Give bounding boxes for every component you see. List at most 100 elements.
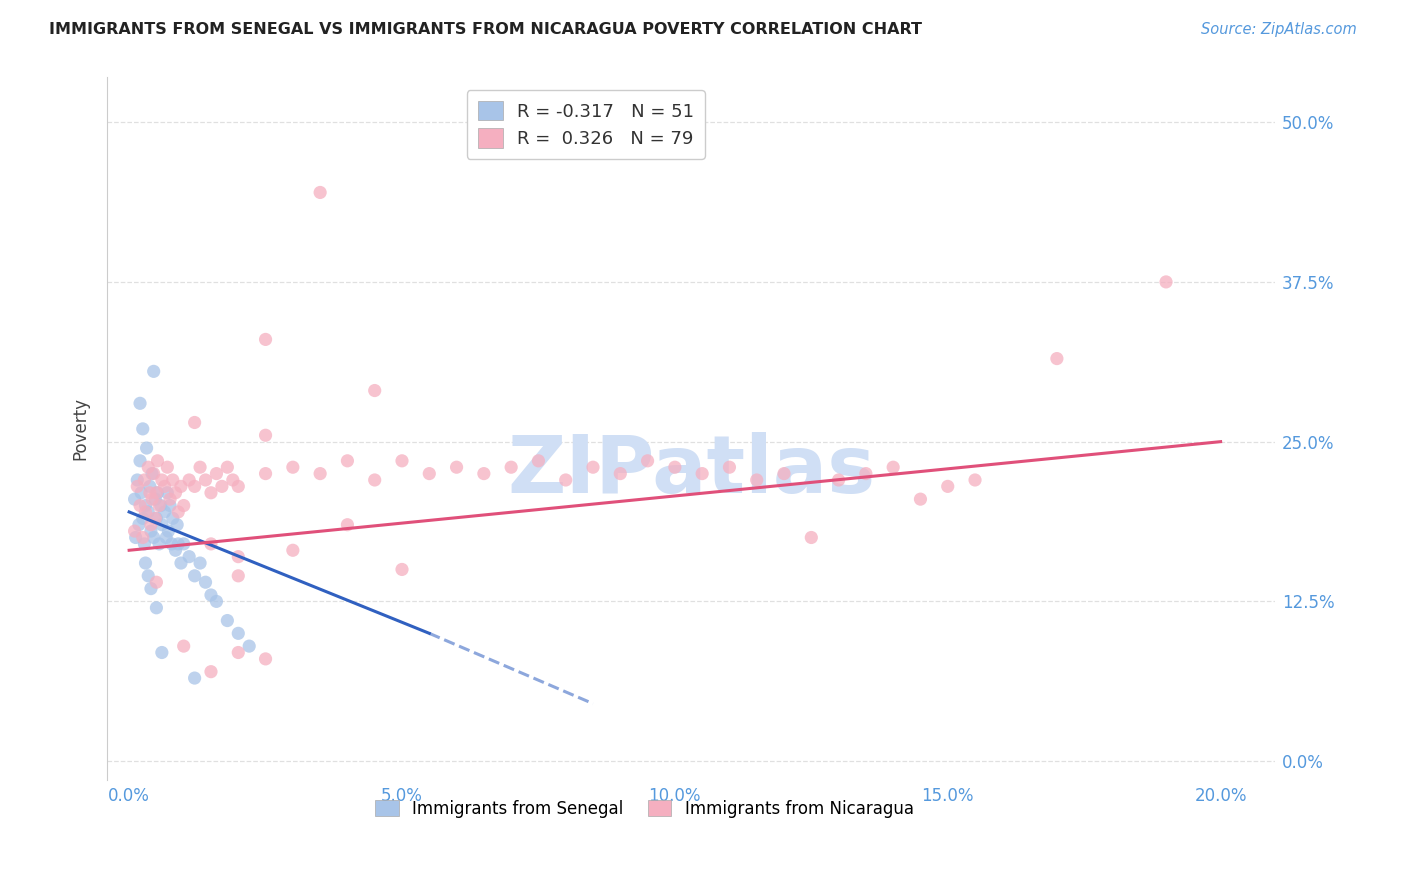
Point — [153, 479, 176, 493]
Point — [136, 460, 159, 475]
Point — [149, 499, 172, 513]
Point — [718, 460, 741, 475]
Point — [160, 537, 183, 551]
Point — [200, 665, 222, 679]
Point — [173, 639, 195, 653]
Point — [134, 537, 156, 551]
Point — [132, 422, 155, 436]
Text: ZIPatlas: ZIPatlas — [508, 432, 876, 510]
Point — [142, 364, 165, 378]
Point — [173, 537, 195, 551]
Point — [143, 511, 166, 525]
Point — [136, 569, 159, 583]
Point — [167, 537, 190, 551]
Point — [159, 499, 181, 513]
Point — [910, 492, 932, 507]
Point — [254, 428, 277, 442]
Point — [336, 517, 359, 532]
Point — [364, 384, 387, 398]
Point — [170, 556, 193, 570]
Point — [155, 531, 177, 545]
Point — [200, 588, 222, 602]
Point — [159, 492, 181, 507]
Y-axis label: Poverty: Poverty — [72, 397, 89, 460]
Point — [238, 639, 260, 653]
Point — [226, 569, 249, 583]
Point — [132, 531, 155, 545]
Point — [418, 467, 440, 481]
Text: IMMIGRANTS FROM SENEGAL VS IMMIGRANTS FROM NICARAGUA POVERTY CORRELATION CHART: IMMIGRANTS FROM SENEGAL VS IMMIGRANTS FR… — [49, 22, 922, 37]
Point — [134, 473, 156, 487]
Point — [139, 524, 162, 538]
Point — [150, 473, 173, 487]
Point — [637, 454, 659, 468]
Point — [188, 556, 211, 570]
Point — [183, 416, 205, 430]
Point — [690, 467, 713, 481]
Point — [226, 646, 249, 660]
Point — [183, 569, 205, 583]
Point — [162, 511, 184, 525]
Point — [391, 562, 413, 576]
Point — [200, 537, 222, 551]
Point — [127, 479, 149, 493]
Point — [188, 460, 211, 475]
Point — [162, 473, 184, 487]
Point — [936, 479, 959, 493]
Point — [139, 517, 162, 532]
Point — [773, 467, 796, 481]
Point — [124, 524, 146, 538]
Point — [254, 333, 277, 347]
Point — [200, 485, 222, 500]
Point — [139, 485, 162, 500]
Point — [145, 575, 167, 590]
Text: Source: ZipAtlas.com: Source: ZipAtlas.com — [1201, 22, 1357, 37]
Point — [527, 454, 550, 468]
Point — [281, 460, 304, 475]
Point — [132, 511, 155, 525]
Point — [309, 186, 332, 200]
Point — [165, 485, 187, 500]
Point — [827, 473, 849, 487]
Point — [128, 517, 150, 532]
Point — [800, 531, 823, 545]
Point — [127, 473, 149, 487]
Point — [167, 505, 190, 519]
Point — [336, 454, 359, 468]
Point — [148, 499, 170, 513]
Point — [143, 492, 166, 507]
Point — [146, 454, 169, 468]
Point — [183, 671, 205, 685]
Point — [882, 460, 904, 475]
Point — [205, 594, 228, 608]
Point — [134, 505, 156, 519]
Point — [134, 499, 156, 513]
Point — [129, 396, 152, 410]
Point — [226, 549, 249, 564]
Point — [254, 652, 277, 666]
Point — [179, 549, 201, 564]
Point — [124, 492, 146, 507]
Point — [142, 531, 165, 545]
Point — [153, 505, 176, 519]
Point — [364, 473, 387, 487]
Point — [145, 511, 167, 525]
Point — [963, 473, 986, 487]
Point — [170, 479, 193, 493]
Point — [664, 460, 686, 475]
Point — [124, 531, 146, 545]
Point — [745, 473, 768, 487]
Point — [582, 460, 605, 475]
Point — [148, 537, 170, 551]
Point — [150, 517, 173, 532]
Point — [156, 485, 179, 500]
Point — [391, 454, 413, 468]
Point — [166, 517, 188, 532]
Legend: Immigrants from Senegal, Immigrants from Nicaragua: Immigrants from Senegal, Immigrants from… — [368, 793, 921, 825]
Point — [609, 467, 631, 481]
Point — [134, 556, 156, 570]
Point — [145, 485, 167, 500]
Point — [217, 460, 239, 475]
Point — [142, 467, 165, 481]
Point — [254, 467, 277, 481]
